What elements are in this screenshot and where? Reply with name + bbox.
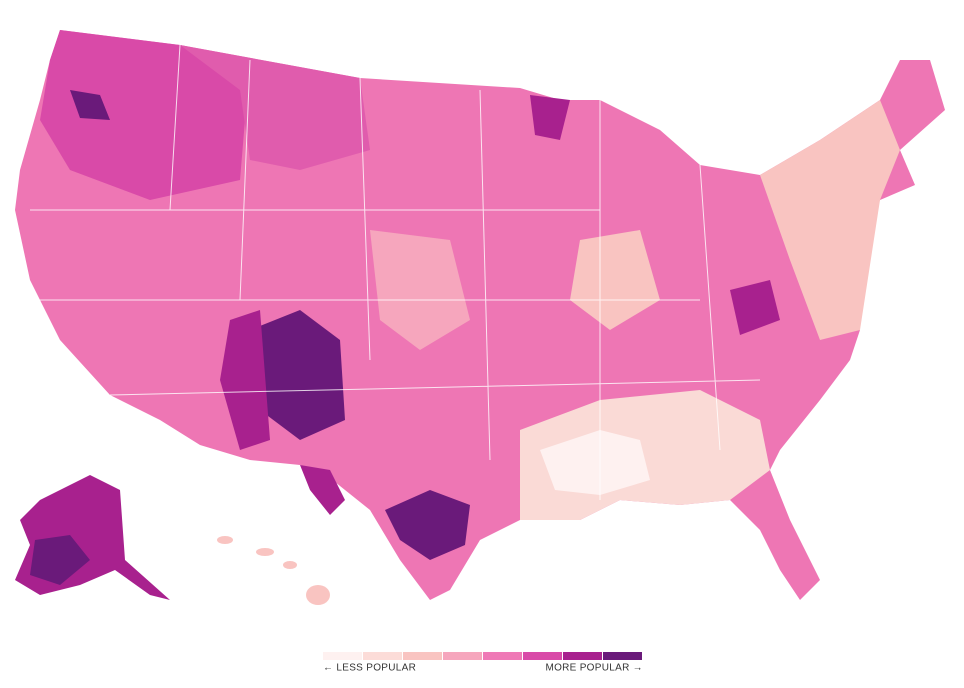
region-east-light <box>760 100 900 340</box>
state-border <box>20 44 761 500</box>
region-northern-plains <box>180 45 370 170</box>
region-texas <box>385 490 470 560</box>
us-map <box>15 30 945 600</box>
region-west-texas <box>300 465 345 515</box>
region-south-pale <box>540 430 650 495</box>
hawaii-island <box>217 536 233 544</box>
legend-low-label: ← LESS POPULAR <box>323 663 416 674</box>
hawaii-island <box>283 561 297 569</box>
region-midwest-light <box>570 230 660 330</box>
region-southwest <box>220 310 270 450</box>
region-west <box>40 30 250 200</box>
state-borders <box>20 44 761 500</box>
legend-swatch <box>483 652 522 660</box>
legend-swatch <box>523 652 562 660</box>
alaska-south <box>30 535 90 585</box>
hawaii-island <box>256 548 274 556</box>
hawaii-island <box>306 585 330 605</box>
alaska <box>15 475 170 600</box>
legend-high-label: MORE POPULAR → <box>545 663 643 674</box>
legend-swatch <box>323 652 362 660</box>
hawaii <box>217 536 330 605</box>
legend-swatch <box>443 652 482 660</box>
region-minnesota <box>530 95 570 140</box>
legend-swatch <box>363 652 402 660</box>
legend-swatch <box>603 652 642 660</box>
legend-swatch <box>563 652 602 660</box>
region-plains-light <box>370 230 470 350</box>
region-wa <box>70 90 110 120</box>
region-nc <box>730 280 780 335</box>
legend-swatch <box>403 652 442 660</box>
legend <box>323 652 642 660</box>
region-four-corners <box>250 310 345 440</box>
